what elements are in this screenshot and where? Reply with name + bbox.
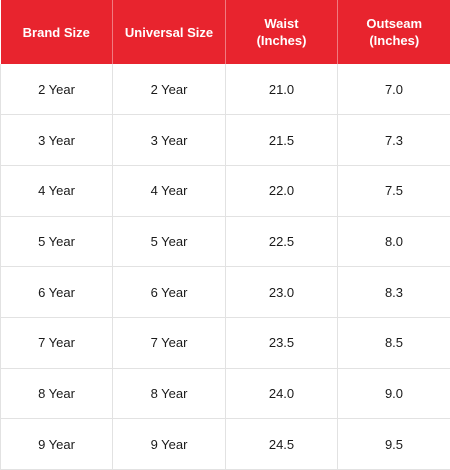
table-row: 2 Year 2 Year 21.0 7.0: [0, 64, 450, 116]
cell-brand-size: 8 Year: [0, 368, 113, 420]
cell-brand-size: 2 Year: [0, 64, 113, 116]
cell-brand-size: 7 Year: [0, 317, 113, 369]
cell-brand-size: 3 Year: [0, 114, 113, 166]
cell-waist: 24.5: [225, 418, 338, 470]
cell-outseam: 7.5: [337, 165, 450, 217]
table-row: 4 Year 4 Year 22.0 7.5: [0, 165, 450, 217]
table-row: 7 Year 7 Year 23.5 8.5: [0, 317, 450, 369]
cell-universal-size: 7 Year: [112, 317, 226, 369]
cell-outseam: 8.5: [337, 317, 450, 369]
header-row: Brand Size Universal Size Waist (Inches)…: [0, 0, 450, 64]
table-row: 9 Year 9 Year 24.5 9.5: [0, 418, 450, 470]
table-row: 6 Year 6 Year 23.0 8.3: [0, 266, 450, 318]
cell-universal-size: 9 Year: [112, 418, 226, 470]
header-universal-size: Universal Size: [112, 0, 226, 64]
cell-outseam: 7.3: [337, 114, 450, 166]
cell-outseam: 7.0: [337, 64, 450, 116]
cell-outseam: 8.0: [337, 216, 450, 268]
cell-brand-size: 9 Year: [0, 418, 113, 470]
cell-brand-size: 6 Year: [0, 266, 113, 318]
table-row: 3 Year 3 Year 21.5 7.3: [0, 114, 450, 166]
cell-waist: 23.5: [225, 317, 338, 369]
cell-waist: 21.5: [225, 114, 338, 166]
cell-waist: 22.0: [225, 165, 338, 217]
cell-universal-size: 5 Year: [112, 216, 226, 268]
cell-universal-size: 3 Year: [112, 114, 226, 166]
cell-universal-size: 4 Year: [112, 165, 226, 217]
cell-universal-size: 2 Year: [112, 64, 226, 116]
cell-waist: 24.0: [225, 368, 338, 420]
header-waist: Waist (Inches): [225, 0, 338, 64]
header-outseam: Outseam (Inches): [337, 0, 450, 64]
header-brand-size: Brand Size: [0, 0, 113, 64]
table-row: 5 Year 5 Year 22.5 8.0: [0, 216, 450, 268]
table-row: 8 Year 8 Year 24.0 9.0: [0, 368, 450, 420]
cell-brand-size: 5 Year: [0, 216, 113, 268]
cell-brand-size: 4 Year: [0, 165, 113, 217]
cell-waist: 22.5: [225, 216, 338, 268]
cell-waist: 21.0: [225, 64, 338, 116]
cell-outseam: 9.0: [337, 368, 450, 420]
cell-waist: 23.0: [225, 266, 338, 318]
cell-universal-size: 6 Year: [112, 266, 226, 318]
cell-outseam: 8.3: [337, 266, 450, 318]
cell-outseam: 9.5: [337, 418, 450, 470]
cell-universal-size: 8 Year: [112, 368, 226, 420]
